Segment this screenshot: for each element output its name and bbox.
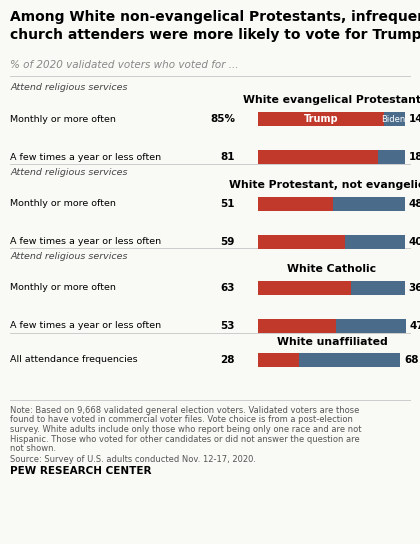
Text: White Catholic: White Catholic: [287, 264, 377, 274]
Text: 28: 28: [220, 355, 235, 365]
Bar: [336, 319, 406, 333]
Bar: [258, 235, 345, 249]
Text: 68: 68: [404, 355, 419, 365]
Text: 48: 48: [409, 199, 420, 209]
Bar: [258, 150, 378, 164]
Text: All attendance frequencies: All attendance frequencies: [10, 355, 138, 364]
Bar: [351, 281, 404, 295]
Text: 47: 47: [410, 321, 420, 331]
Text: White evangelical Protestant: White evangelical Protestant: [243, 95, 420, 105]
Text: 14%: 14%: [409, 114, 420, 124]
Text: Note: Based on 9,668 validated general election voters. Validated voters are tho: Note: Based on 9,668 validated general e…: [10, 406, 360, 415]
Text: 81: 81: [220, 152, 235, 162]
Bar: [258, 319, 336, 333]
Bar: [345, 235, 404, 249]
Text: 51: 51: [220, 199, 235, 209]
Text: 53: 53: [220, 321, 235, 331]
Bar: [378, 150, 404, 164]
Text: survey. White adults include only those who report being only one race and are n: survey. White adults include only those …: [10, 425, 362, 434]
Text: 63: 63: [220, 283, 235, 293]
Text: Monthly or more often: Monthly or more often: [10, 283, 116, 293]
Bar: [299, 353, 400, 367]
Text: A few times a year or less often: A few times a year or less often: [10, 322, 161, 331]
Bar: [333, 197, 404, 211]
Text: not shown.: not shown.: [10, 444, 56, 453]
Bar: [384, 112, 404, 126]
Bar: [258, 197, 333, 211]
Text: A few times a year or less often: A few times a year or less often: [10, 238, 161, 246]
Text: 59: 59: [220, 237, 235, 247]
Text: Biden:: Biden:: [381, 114, 408, 123]
Text: found to have voted in commercial voter files. Vote choice is from a post-electi: found to have voted in commercial voter …: [10, 416, 353, 424]
Text: % of 2020 validated voters who voted for ...: % of 2020 validated voters who voted for…: [10, 60, 239, 70]
Text: Monthly or more often: Monthly or more often: [10, 200, 116, 208]
Text: White unaffiliated: White unaffiliated: [277, 337, 387, 347]
Text: 18: 18: [409, 152, 420, 162]
Bar: [258, 281, 351, 295]
Text: A few times a year or less often: A few times a year or less often: [10, 152, 161, 162]
Text: Hispanic. Those who voted for other candidates or did not answer the question ar: Hispanic. Those who voted for other cand…: [10, 435, 360, 443]
Text: 85%: 85%: [210, 114, 235, 124]
Text: White Protestant, not evangelical: White Protestant, not evangelical: [229, 180, 420, 190]
Text: Attend religious services: Attend religious services: [10, 168, 128, 177]
Text: PEW RESEARCH CENTER: PEW RESEARCH CENTER: [10, 467, 152, 477]
Bar: [258, 112, 384, 126]
Text: Attend religious services: Attend religious services: [10, 83, 128, 92]
Bar: [258, 353, 299, 367]
Text: Among White non-evangelical Protestants, infrequent: Among White non-evangelical Protestants,…: [10, 10, 420, 24]
Text: Monthly or more often: Monthly or more often: [10, 114, 116, 123]
Text: Attend religious services: Attend religious services: [10, 252, 128, 261]
Text: Trump: Trump: [304, 114, 338, 124]
Text: 36: 36: [409, 283, 420, 293]
Text: church attenders were more likely to vote for Trump: church attenders were more likely to vot…: [10, 28, 420, 42]
Text: 40: 40: [409, 237, 420, 247]
Text: Source: Survey of U.S. adults conducted Nov. 12-17, 2020.: Source: Survey of U.S. adults conducted …: [10, 454, 256, 463]
